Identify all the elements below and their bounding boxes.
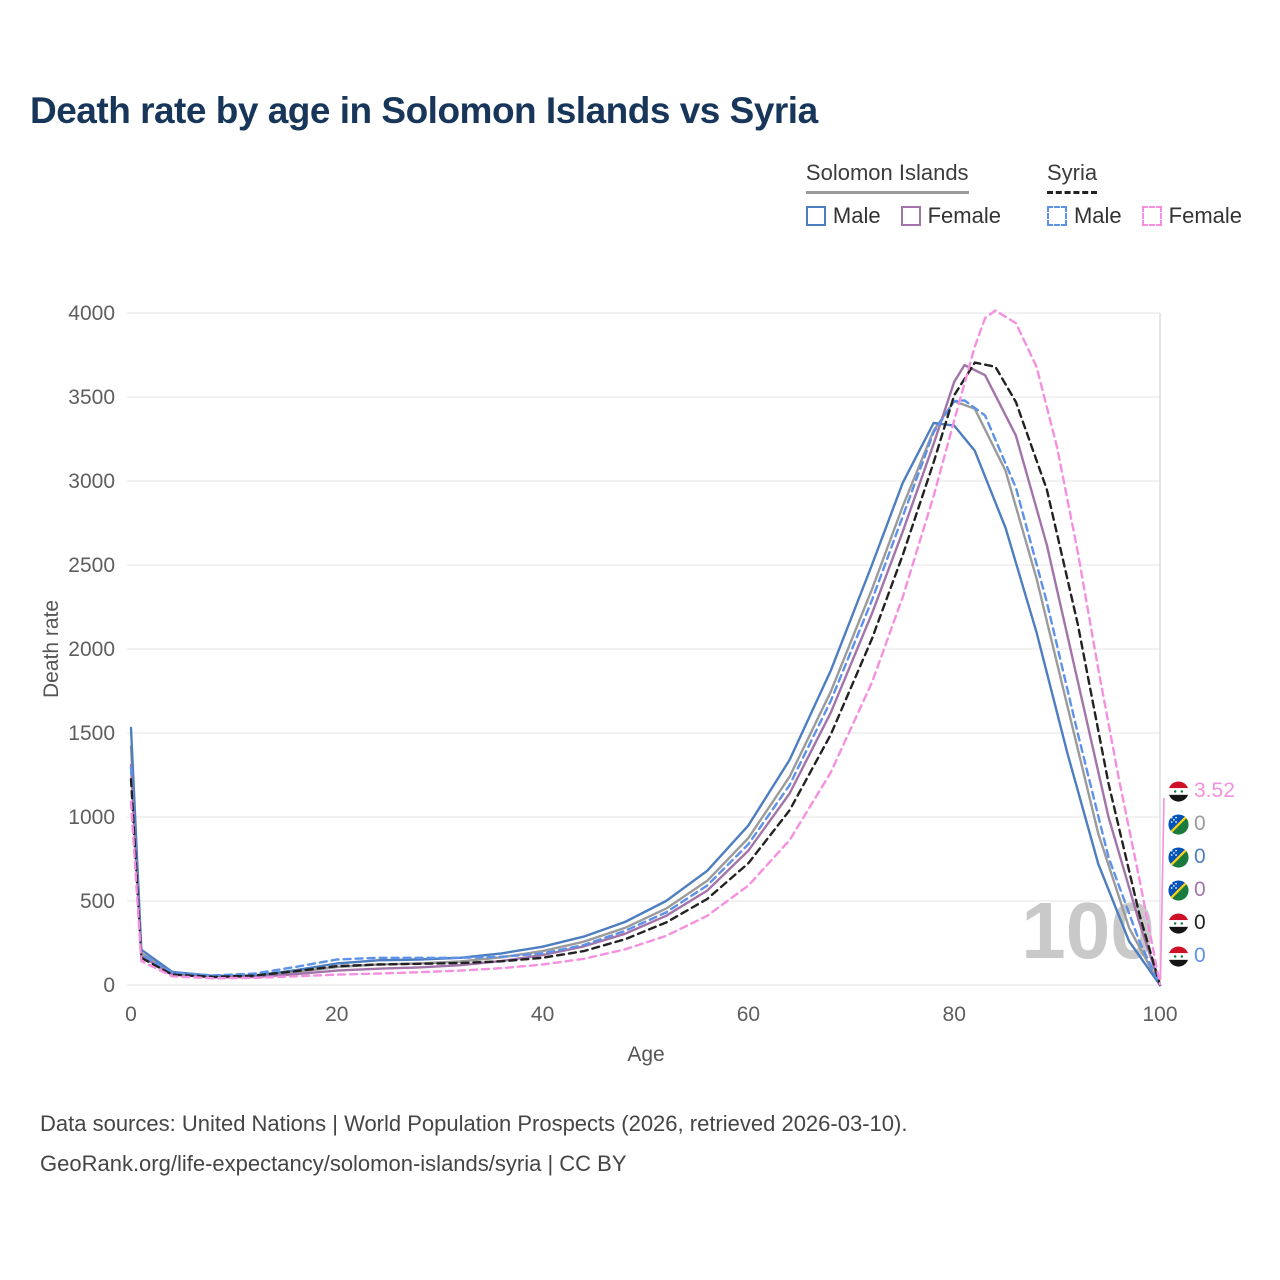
x-axis-title: Age bbox=[627, 1043, 664, 1066]
leader-line bbox=[1159, 797, 1165, 981]
y-tick-label: 1000 bbox=[68, 806, 115, 829]
legend-item-label: Male bbox=[832, 203, 881, 228]
end-label-row: 0 bbox=[1168, 878, 1235, 901]
dashed-pink-swatch-icon bbox=[1141, 206, 1162, 226]
legend-items-syria: Male Female bbox=[1046, 203, 1242, 229]
legend-item-label: Female bbox=[1168, 203, 1242, 228]
footer-data-sources: Data sources: United Nations | World Pop… bbox=[40, 1111, 908, 1136]
legend-group-solomon-islands: Solomon Islands Male Female bbox=[805, 160, 1001, 229]
footer: Data sources: United Nations | World Pop… bbox=[40, 1104, 907, 1184]
solomon-islands-flag-icon bbox=[1168, 846, 1189, 868]
series-solomon-islands-all bbox=[129, 400, 1162, 987]
end-label-row: 0 bbox=[1168, 845, 1235, 868]
legend: Solomon Islands Male Female Syria Male F… bbox=[805, 160, 1242, 229]
y-tick-label: 3500 bbox=[68, 386, 115, 409]
end-label-row: 0 bbox=[1168, 911, 1235, 934]
hover-value: 0 bbox=[1194, 944, 1206, 967]
legend-items-solomon: Male Female bbox=[805, 203, 1001, 229]
solid-blue-swatch-icon bbox=[805, 206, 826, 226]
page-title: Death rate by age in Solomon Islands vs … bbox=[30, 90, 818, 131]
legend-item-solomon-male[interactable]: Male bbox=[805, 203, 881, 229]
y-tick-label: 2000 bbox=[68, 638, 115, 661]
series-syria-male bbox=[129, 399, 1162, 987]
hover-value-labels: 3.52 0 0 0 0 0 bbox=[1168, 779, 1235, 978]
legend-item-syria-male[interactable]: Male bbox=[1046, 203, 1122, 229]
end-label-row: 0 bbox=[1168, 812, 1235, 835]
y-tick-label: 4000 bbox=[68, 302, 115, 325]
syria-flag-icon bbox=[1168, 945, 1189, 967]
end-label-row: 3.52 bbox=[1168, 779, 1235, 802]
series-solomon-islands-female bbox=[129, 363, 1162, 987]
solid-purple-swatch-icon bbox=[900, 206, 921, 226]
series-syria-female bbox=[129, 309, 1162, 986]
x-tick-label: 60 bbox=[737, 1003, 760, 1026]
legend-item-solomon-female[interactable]: Female bbox=[900, 203, 1001, 229]
hover-value: 0 bbox=[1194, 845, 1206, 868]
legend-group-syria: Syria Male Female bbox=[1046, 160, 1242, 229]
legend-item-label: Male bbox=[1073, 203, 1122, 228]
y-tick-label: 500 bbox=[80, 890, 115, 913]
x-tick-label: 20 bbox=[325, 1003, 348, 1026]
y-axis-title: Death rate bbox=[40, 600, 63, 698]
legend-item-syria-female[interactable]: Female bbox=[1141, 203, 1242, 229]
legend-group-syria-label[interactable]: Syria bbox=[1046, 160, 1098, 194]
hover-value: 0 bbox=[1194, 911, 1206, 934]
end-label-row: 0 bbox=[1168, 944, 1235, 967]
y-tick-label: 2500 bbox=[68, 554, 115, 577]
chart-area: 0 500 1000 1500 2000 2500 3000 3500 4000 0 20 40 60 8… bbox=[30, 268, 1235, 1068]
hover-value: 0 bbox=[1194, 812, 1206, 835]
hover-value: 0 bbox=[1194, 878, 1206, 901]
x-tick-label: 100 bbox=[1142, 1003, 1177, 1026]
solomon-islands-flag-icon bbox=[1168, 813, 1189, 835]
y-tick-label: 0 bbox=[103, 974, 115, 997]
y-tick-label: 3000 bbox=[68, 470, 115, 493]
series-syria-all bbox=[129, 361, 1162, 987]
syria-flag-icon bbox=[1168, 780, 1189, 802]
hover-value: 3.52 bbox=[1194, 779, 1235, 802]
x-tick-label: 40 bbox=[531, 1003, 554, 1026]
y-tick-label: 1500 bbox=[68, 722, 115, 745]
syria-flag-icon bbox=[1168, 912, 1189, 934]
x-tick-label: 0 bbox=[125, 1003, 137, 1026]
legend-item-label: Female bbox=[927, 203, 1001, 228]
legend-group-solomon-islands-label[interactable]: Solomon Islands bbox=[805, 160, 969, 194]
solomon-islands-flag-icon bbox=[1168, 879, 1189, 901]
footer-attribution-link: GeoRank.org/life-expectancy/solomon-isla… bbox=[40, 1151, 627, 1176]
x-tick-label: 80 bbox=[943, 1003, 966, 1026]
dashed-blue-swatch-icon bbox=[1046, 206, 1067, 226]
